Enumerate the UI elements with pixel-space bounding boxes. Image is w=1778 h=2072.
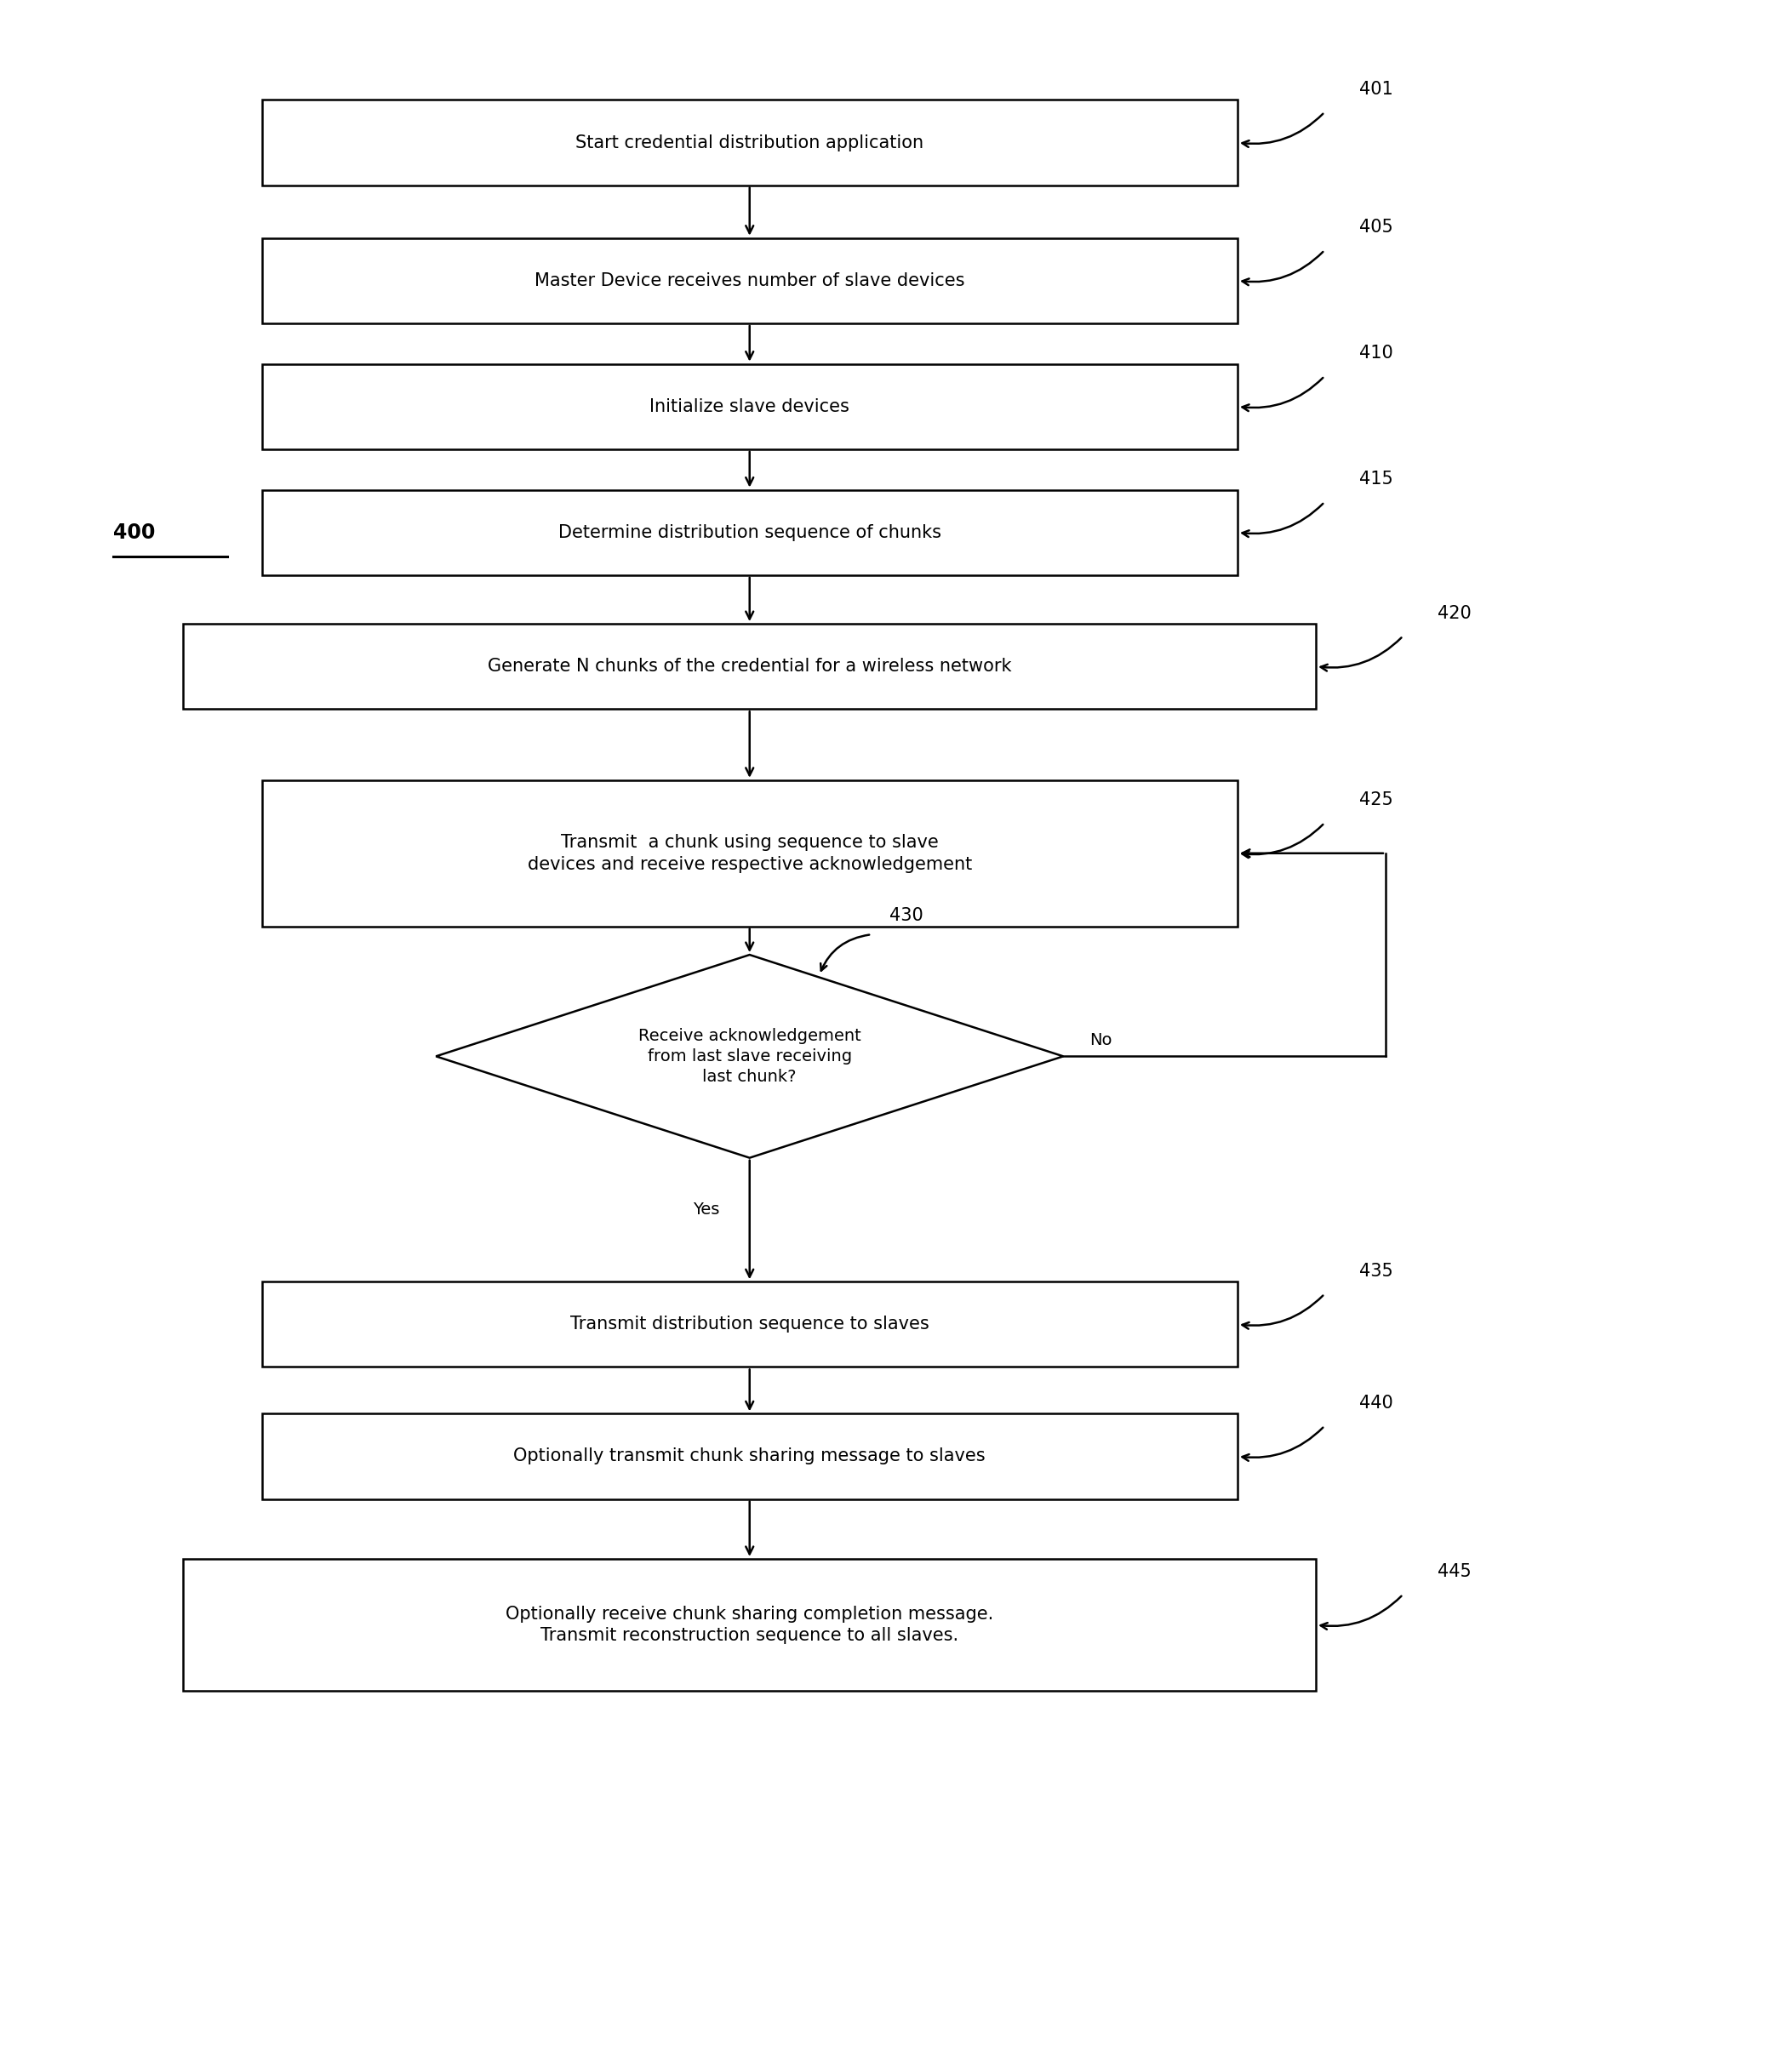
Text: Optionally transmit chunk sharing message to slaves: Optionally transmit chunk sharing messag…	[514, 1448, 985, 1465]
Text: 420: 420	[1438, 605, 1472, 622]
Text: 435: 435	[1360, 1262, 1394, 1280]
Text: Determine distribution sequence of chunks: Determine distribution sequence of chunk…	[558, 524, 941, 541]
Text: 440: 440	[1360, 1394, 1394, 1411]
Text: Yes: Yes	[693, 1202, 720, 1218]
FancyBboxPatch shape	[261, 99, 1237, 184]
FancyBboxPatch shape	[261, 489, 1237, 576]
Text: 400: 400	[114, 522, 156, 543]
Text: Receive acknowledgement
from last slave receiving
last chunk?: Receive acknowledgement from last slave …	[638, 1028, 861, 1086]
Text: Transmit distribution sequence to slaves: Transmit distribution sequence to slaves	[571, 1316, 930, 1332]
Text: Optionally receive chunk sharing completion message.
Transmit reconstruction seq: Optionally receive chunk sharing complet…	[505, 1606, 994, 1645]
Text: Start credential distribution application: Start credential distribution applicatio…	[576, 135, 925, 151]
Text: Master Device receives number of slave devices: Master Device receives number of slave d…	[535, 271, 965, 290]
FancyBboxPatch shape	[261, 238, 1237, 323]
Text: No: No	[1090, 1032, 1111, 1048]
Text: 425: 425	[1360, 792, 1394, 808]
Text: Initialize slave devices: Initialize slave devices	[649, 398, 850, 414]
Text: 401: 401	[1360, 81, 1394, 97]
FancyBboxPatch shape	[183, 1558, 1316, 1691]
Text: 415: 415	[1360, 470, 1394, 487]
FancyBboxPatch shape	[183, 624, 1316, 709]
Polygon shape	[436, 955, 1063, 1158]
Text: 410: 410	[1360, 344, 1394, 363]
Text: 445: 445	[1438, 1562, 1472, 1581]
FancyBboxPatch shape	[261, 365, 1237, 450]
Text: 430: 430	[889, 908, 923, 924]
FancyBboxPatch shape	[261, 1413, 1237, 1498]
FancyBboxPatch shape	[261, 1283, 1237, 1368]
Text: Generate N chunks of the credential for a wireless network: Generate N chunks of the credential for …	[487, 659, 1012, 675]
Text: 405: 405	[1360, 220, 1394, 236]
FancyBboxPatch shape	[261, 781, 1237, 926]
Text: Transmit  a chunk using sequence to slave
devices and receive respective acknowl: Transmit a chunk using sequence to slave…	[528, 833, 973, 872]
